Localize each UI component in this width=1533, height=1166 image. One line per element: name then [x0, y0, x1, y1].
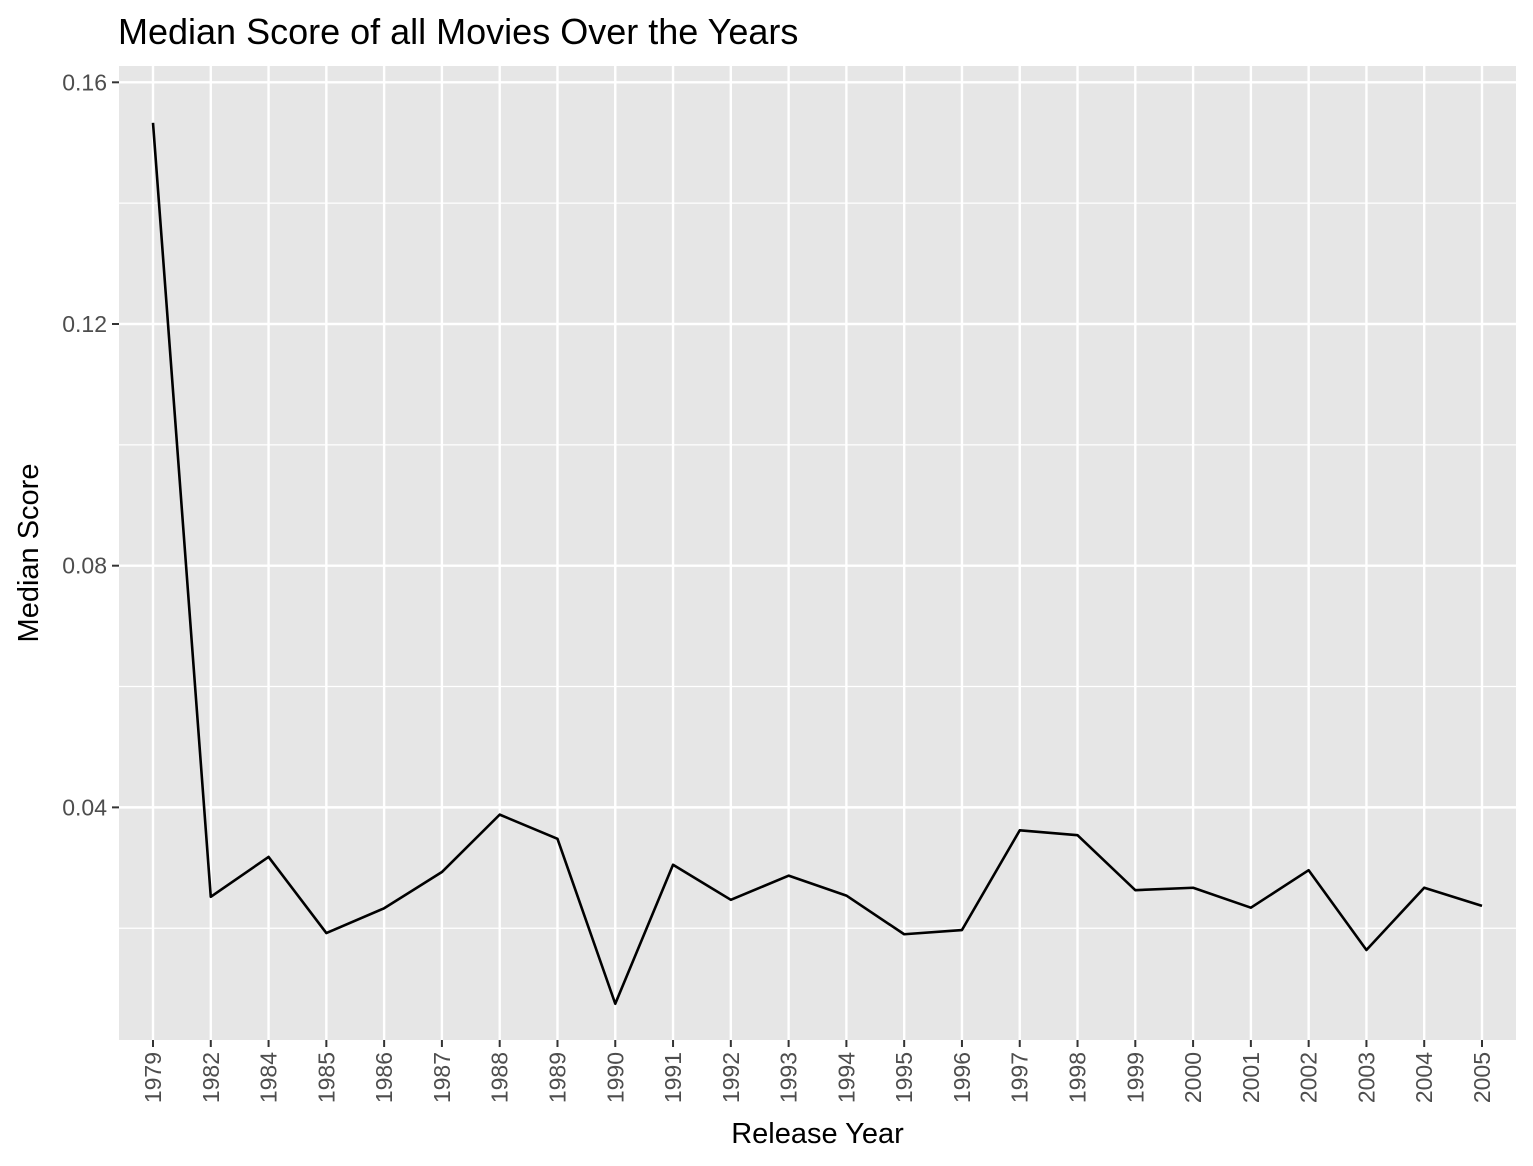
- x-tick-label: 2002: [1296, 1052, 1322, 1103]
- x-tick-label: 1982: [198, 1052, 224, 1103]
- x-tick-label: 1999: [1122, 1052, 1148, 1103]
- plot-panel: [119, 66, 1516, 1040]
- x-axis-title: Release Year: [731, 1118, 904, 1150]
- y-tick-label: 0.04: [62, 794, 107, 820]
- series-layer: [151, 122, 1483, 1006]
- x-tick-label: 1989: [544, 1052, 570, 1103]
- x-tick-label: 1979: [140, 1052, 166, 1103]
- x-axis: 1979 1982 1984 1985 1986 1987 1988 1989 1990 1991…: [140, 1040, 1495, 1103]
- y-axis: 0.04 0.08 0.12 0.16: [62, 69, 119, 820]
- x-tick-label: 1992: [718, 1052, 744, 1103]
- chart-title: Median Score of all Movies Over the Year…: [118, 11, 798, 52]
- y-tick-label: 0.08: [62, 553, 107, 579]
- y-axis-title: Median Score: [13, 464, 45, 643]
- y-tick-label: 0.12: [62, 311, 107, 337]
- x-tick-label: 2005: [1469, 1052, 1495, 1103]
- x-tick-label: 2003: [1353, 1052, 1379, 1103]
- x-tick-label: 1996: [949, 1052, 975, 1103]
- x-tick-label: 1987: [429, 1052, 455, 1103]
- x-tick-label: 1985: [313, 1052, 339, 1103]
- x-tick-label: 2004: [1411, 1052, 1437, 1103]
- x-tick-label: 1990: [602, 1052, 628, 1103]
- x-tick-label: 1993: [776, 1052, 802, 1103]
- x-tick-label: 2000: [1180, 1052, 1206, 1103]
- x-tick-label: 1991: [660, 1052, 686, 1103]
- x-tick-label: 1997: [1007, 1052, 1033, 1103]
- x-tick-label: 1998: [1065, 1052, 1091, 1103]
- x-tick-label: 1995: [891, 1052, 917, 1103]
- x-tick-label: 1994: [833, 1052, 859, 1103]
- x-tick-label: 1986: [371, 1052, 397, 1103]
- major-gridlines: [119, 66, 1516, 1040]
- x-tick-label: 1984: [256, 1052, 282, 1103]
- series-line: [151, 122, 1483, 1006]
- y-tick-label: 0.16: [62, 69, 107, 95]
- minor-gridlines: [119, 202, 1516, 929]
- x-tick-label: 1988: [487, 1052, 513, 1103]
- x-tick-label: 2001: [1238, 1052, 1264, 1103]
